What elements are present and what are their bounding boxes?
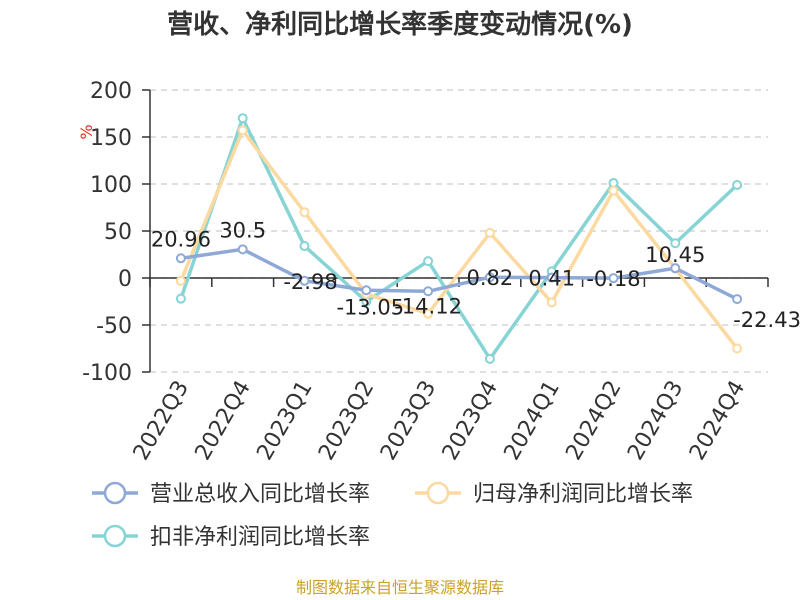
legend-label[interactable]: 营业总收入同比增长率 — [150, 482, 370, 507]
legend-label[interactable]: 扣非净利润同比增长率 — [150, 525, 370, 550]
x-tick-label: 2023Q1 — [252, 377, 317, 465]
x-tick-label: 2024Q2 — [561, 377, 626, 465]
series-line-1 — [180, 247, 738, 301]
data-point — [423, 308, 434, 319]
y-tick-label: 100 — [90, 173, 132, 198]
data-point — [237, 125, 248, 136]
series-line-3 — [179, 116, 739, 361]
y-tick-label: 150 — [90, 126, 132, 151]
data-point — [175, 293, 186, 304]
data-point — [732, 179, 743, 190]
data-point — [484, 272, 495, 283]
data-point — [732, 294, 743, 305]
data-point — [237, 244, 248, 255]
data-point — [423, 256, 434, 267]
legend-swatch-marker — [103, 481, 127, 505]
data-point — [670, 238, 681, 249]
x-tick-label: 2024Q1 — [500, 377, 565, 465]
x-tick-label: 2022Q4 — [191, 377, 256, 465]
data-label: -22.43 — [733, 308, 800, 332]
y-tick-label: 50 — [104, 220, 132, 245]
data-label: 0.41 — [528, 267, 575, 291]
y-tick-label: -50 — [96, 314, 132, 339]
x-tick-label: 2024Q4 — [685, 377, 750, 465]
legend-swatch-marker — [426, 481, 450, 505]
legend-swatch-marker — [103, 524, 127, 548]
data-point — [237, 113, 248, 124]
data-point — [670, 263, 681, 274]
data-point — [484, 353, 495, 364]
data-label: 30.5 — [219, 218, 266, 242]
data-point — [299, 207, 310, 218]
data-point — [546, 297, 557, 308]
data-point — [546, 272, 557, 283]
chart-title: 营收、净利同比增长率季度变动情况(%) — [167, 9, 633, 40]
data-point — [423, 286, 434, 297]
data-label: 20.96 — [151, 227, 211, 251]
series-lines — [175, 113, 743, 364]
x-tick-label: 2023Q4 — [438, 377, 503, 465]
y-tick-label: 200 — [90, 79, 132, 104]
x-tick-label: 2022Q3 — [129, 377, 194, 465]
data-point — [608, 185, 619, 196]
data-label: 0.82 — [467, 266, 514, 290]
y-axis-unit-label: % — [77, 124, 96, 139]
legend-label[interactable]: 归母净利润同比增长率 — [473, 482, 693, 507]
data-label: -2.98 — [283, 270, 337, 294]
data-label: 10.45 — [645, 243, 705, 267]
y-tick-label: -100 — [82, 361, 132, 386]
data-labels: 20.96 30.5 -2.98-13.05-14.120.82 0.41 -0.181… — [151, 218, 800, 332]
data-point — [299, 241, 310, 252]
data-label: -13.05 — [336, 295, 404, 319]
data-point — [361, 285, 372, 296]
data-label: -14.12 — [394, 294, 462, 318]
data-point — [175, 253, 186, 264]
x-tick-label: 2023Q2 — [314, 377, 379, 465]
data-point — [175, 275, 186, 286]
x-tick-label: 2024Q3 — [623, 377, 688, 465]
data-point — [608, 273, 619, 284]
data-label: -0.18 — [586, 267, 640, 291]
data-point — [484, 227, 495, 238]
y-tick-label: 0 — [118, 267, 132, 292]
series-line-2 — [179, 128, 739, 350]
source-note: 制图数据来自恒生聚源数据库 — [296, 578, 504, 597]
x-tick-label: 2023Q3 — [376, 376, 441, 464]
data-point — [299, 275, 310, 286]
data-point — [732, 343, 743, 354]
